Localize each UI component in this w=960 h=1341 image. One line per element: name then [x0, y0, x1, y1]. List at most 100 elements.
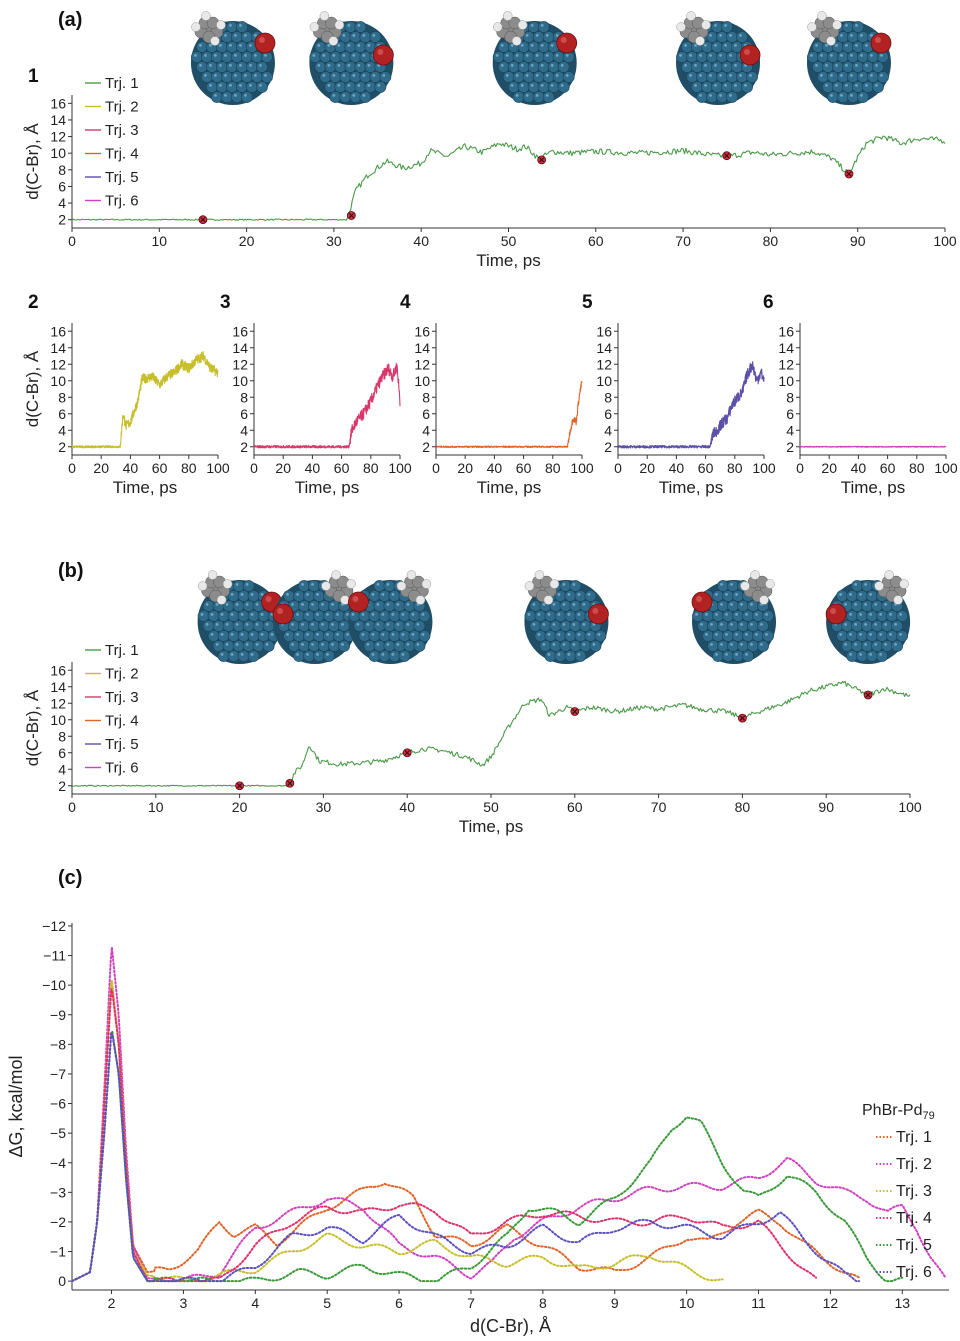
pd-atom-highlight: [254, 34, 257, 37]
pd-atom: [383, 580, 396, 592]
pd-atom-highlight: [225, 603, 229, 606]
pd-atom: [716, 31, 728, 43]
pd-atom: [579, 640, 592, 652]
pd-atom: [554, 610, 567, 622]
y-tick-label: 6: [58, 745, 66, 761]
pd-atom-highlight: [879, 653, 882, 656]
pd-atom: [727, 600, 739, 612]
series-line: [799, 445, 947, 448]
pd-atom-highlight: [815, 44, 818, 47]
pd-atom: [867, 51, 879, 63]
pd-atom-highlight: [219, 84, 222, 87]
pd-atom: [549, 640, 562, 652]
pd-atom-highlight: [750, 643, 753, 646]
pd-atom: [364, 61, 377, 73]
pd-atom: [852, 81, 864, 93]
pd-atom-highlight: [840, 54, 843, 57]
pd-atom-highlight: [572, 583, 576, 586]
pd-atom: [313, 590, 325, 602]
pd-atom-highlight: [346, 613, 349, 616]
snapshot-marker-cross: [404, 750, 410, 756]
pd-atom-highlight: [401, 653, 405, 656]
pd-atom-highlight: [572, 643, 576, 646]
br-atom-highlight: [830, 608, 837, 614]
pd-atom-highlight: [879, 633, 882, 636]
pd-atom: [197, 610, 210, 622]
br-atom-highlight: [874, 37, 881, 43]
snapshot-marker-cross: [739, 715, 745, 721]
pd-atom-highlight: [260, 593, 264, 596]
molecule-image: [825, 570, 911, 664]
pd-atom: [379, 71, 392, 83]
pd-atom-highlight: [859, 613, 862, 616]
pd-atom-highlight: [825, 84, 828, 87]
pd-atom-highlight: [311, 623, 314, 626]
pd-atom-highlight: [745, 633, 748, 636]
chart-c: 2 3 4 5 6 7 8 9 10 11 12 13 0 −1 −2 −3 −4 −5 −6 −7 −8 −9 −10 −1…: [6, 918, 949, 1336]
pd-atom-highlight: [540, 24, 544, 27]
pd-atom: [251, 51, 263, 63]
pd-atom: [298, 600, 310, 612]
pd-atom-highlight: [316, 633, 319, 636]
pd-atom-highlight: [889, 633, 892, 636]
pd-atom-highlight: [346, 633, 349, 636]
x-tick-label: 5: [323, 1295, 331, 1311]
pd-atom: [207, 630, 220, 642]
y-tick-label: 12: [50, 129, 66, 145]
pd-atom-highlight: [880, 74, 883, 77]
y-tick-label: 6: [604, 406, 612, 422]
pd-atom-highlight: [739, 74, 742, 77]
pd-atom-highlight: [406, 643, 410, 646]
pd-atom: [871, 620, 883, 632]
pd-atom: [857, 31, 869, 43]
pd-atom-highlight: [505, 54, 509, 57]
pd-atom-highlight: [894, 643, 897, 646]
pd-atom: [324, 61, 337, 73]
pd-atom-highlight: [734, 64, 737, 67]
h-atom: [331, 570, 341, 580]
pd-atom-highlight: [321, 643, 324, 646]
pd-atom: [861, 600, 873, 612]
h-atom: [334, 20, 345, 30]
pd-atom: [242, 640, 255, 652]
x-tick-label: 7: [467, 1295, 475, 1311]
pd-atom-highlight: [296, 613, 299, 616]
pd-atom: [827, 51, 839, 63]
pd-atom-highlight: [720, 623, 723, 626]
pd-atom-highlight: [301, 643, 304, 646]
x-tick-label: 40: [669, 460, 685, 476]
pd-atom-highlight: [567, 653, 571, 656]
pd-atom-highlight: [250, 593, 254, 596]
pd-atom-highlight: [220, 633, 224, 636]
pd-atom: [393, 620, 406, 632]
pd-atom-highlight: [254, 54, 257, 57]
h-atom: [534, 570, 545, 580]
pd-atom: [212, 620, 225, 632]
x-tick-label: 80: [735, 799, 751, 815]
sublabel-6: 6: [763, 292, 774, 313]
pd-atom: [696, 51, 708, 63]
pd-atom-highlight: [874, 603, 877, 606]
pd-atom-highlight: [552, 623, 556, 626]
pd-atom-highlight: [291, 623, 294, 626]
pd-atom: [196, 61, 208, 73]
pd-atom-highlight: [377, 64, 381, 67]
pd-atom-highlight: [240, 593, 244, 596]
pd-atom-highlight: [869, 613, 872, 616]
h-atom: [346, 579, 356, 589]
pd-atom: [701, 61, 713, 73]
pd-atom-highlight: [720, 603, 723, 606]
pd-atom-highlight: [270, 633, 274, 636]
pd-atom: [283, 590, 295, 602]
pd-atom-highlight: [849, 633, 852, 636]
pd-atom: [241, 91, 253, 103]
pd-atom-highlight: [229, 84, 232, 87]
pd-atom-highlight: [337, 44, 341, 47]
pd-atom-highlight: [331, 603, 334, 606]
pd-atom: [227, 630, 240, 642]
h-atom: [406, 570, 417, 580]
pd-atom: [359, 91, 372, 103]
y-tick-label: 14: [50, 340, 66, 356]
pd-atom-highlight: [699, 74, 702, 77]
